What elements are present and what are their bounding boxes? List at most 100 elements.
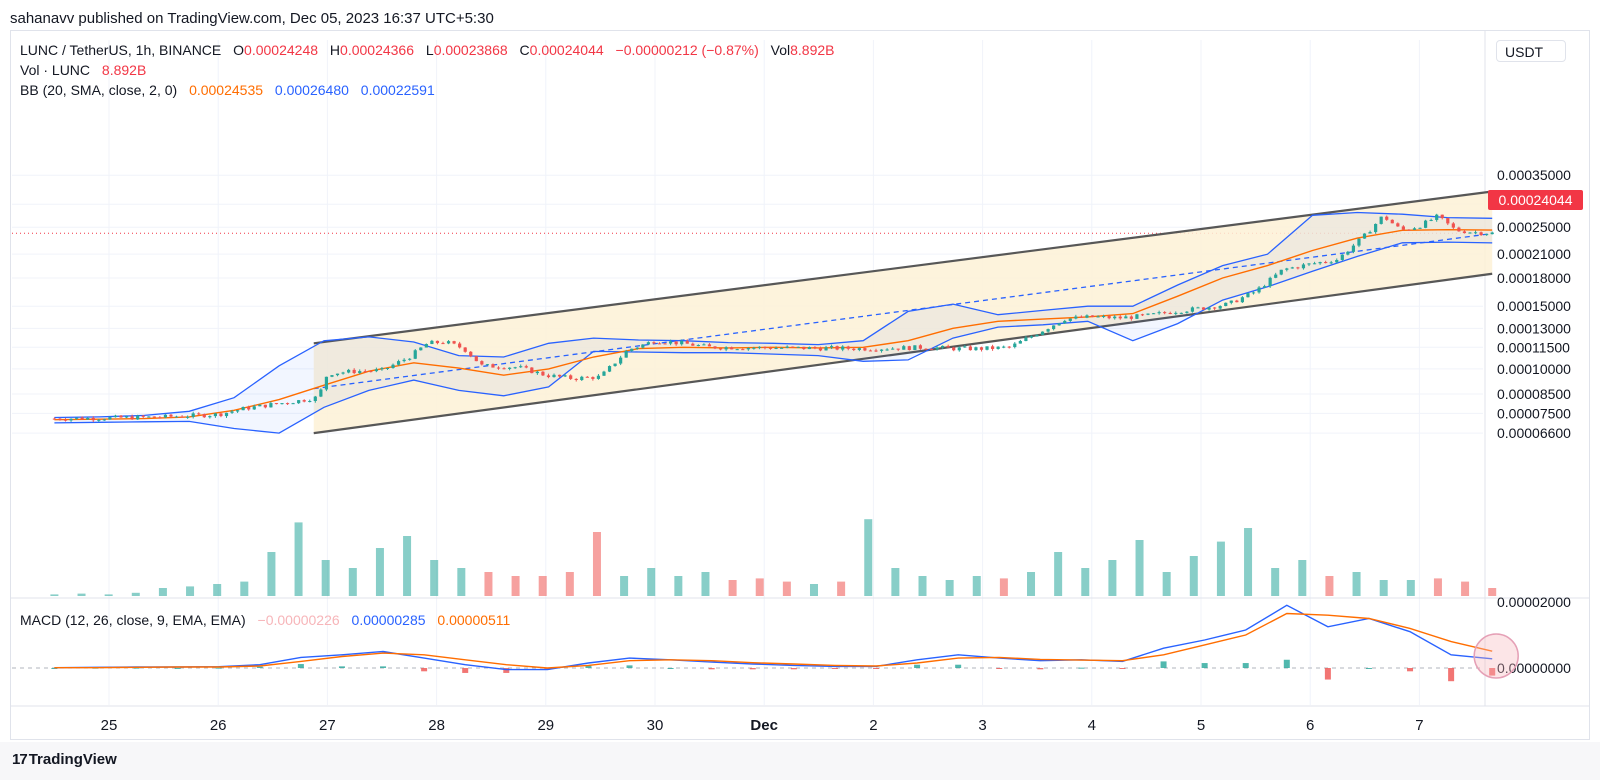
- candle-body: [1013, 343, 1017, 348]
- volume-bar: [620, 576, 629, 596]
- volume-bar: [1054, 552, 1063, 596]
- candle-body: [91, 417, 95, 421]
- candle-body: [1379, 216, 1383, 224]
- macd-hist-bar: [1448, 668, 1455, 682]
- symbol-label[interactable]: LUNC / TetherUS, 1h, BINANCE: [20, 42, 222, 58]
- time-tick-label: 6: [1306, 717, 1314, 734]
- macd-tick-label: 0.00002000: [1497, 594, 1571, 610]
- price-tick-label: 0.00018000: [1497, 270, 1571, 286]
- vol-label: Vol: [770, 42, 791, 58]
- candle-body: [541, 371, 545, 376]
- candle-body: [1074, 316, 1078, 319]
- candle-body: [530, 367, 534, 374]
- candle-body: [1473, 232, 1478, 234]
- candle-body: [902, 346, 906, 350]
- volume-series-label[interactable]: Vol · LUNC: [20, 62, 91, 78]
- candle-body: [474, 356, 478, 362]
- macd-hist-bar: [133, 667, 140, 669]
- candle-body: [1440, 214, 1444, 219]
- candle-body: [508, 367, 512, 369]
- macd-label[interactable]: MACD (12, 26, close, 9, EMA, EMA): [20, 612, 246, 628]
- volume-bar: [674, 576, 683, 596]
- candle-body: [1068, 318, 1072, 321]
- volume-bar: [1108, 560, 1117, 596]
- volume-bar: [1325, 576, 1334, 596]
- candle-body: [369, 371, 373, 373]
- candle-body: [1218, 306, 1222, 309]
- candle-body: [685, 340, 689, 344]
- candle-body: [1135, 314, 1139, 319]
- candle-body: [891, 348, 895, 350]
- time-tick-label: 28: [428, 717, 445, 734]
- candle-body: [1296, 267, 1300, 269]
- volume-bar: [647, 568, 656, 596]
- candle-body: [591, 377, 595, 379]
- candle-body: [624, 350, 628, 358]
- candle-body: [1190, 307, 1195, 312]
- volume-bars: [50, 519, 1497, 596]
- candle-body: [585, 376, 589, 378]
- candle-body: [1290, 267, 1294, 269]
- candle-body: [1002, 346, 1006, 348]
- low-value: 0.00023868: [433, 42, 508, 58]
- candle-body: [347, 369, 351, 373]
- time-tick-label: 29: [537, 717, 554, 734]
- candle-body: [419, 347, 423, 351]
- volume-bar: [809, 584, 818, 596]
- volume-bar: [1461, 581, 1470, 596]
- grid: [10, 30, 1590, 707]
- candle-body: [963, 346, 967, 348]
- candle-body: [907, 346, 911, 350]
- candle-body: [602, 371, 606, 376]
- candle-body: [152, 416, 156, 418]
- candle-body: [613, 363, 617, 367]
- candle-body: [857, 348, 861, 350]
- candle-body: [1057, 323, 1061, 326]
- candle-body: [1035, 334, 1039, 337]
- candle-body: [746, 347, 750, 350]
- candle-body: [319, 389, 323, 397]
- candle-body: [1196, 307, 1200, 309]
- published-caption: sahanavv published on TradingView.com, D…: [10, 10, 494, 27]
- volume-legend: Vol · LUNC 8.892B: [20, 62, 154, 78]
- change-value: −0.00000212 (−0.87%): [615, 42, 759, 58]
- candle-body: [202, 414, 206, 418]
- volume-bar: [1379, 580, 1388, 596]
- candle-body: [108, 417, 112, 420]
- price-tick-label: 0.00035000: [1497, 167, 1571, 183]
- candle-body: [1340, 254, 1344, 260]
- candle-body: [363, 371, 367, 373]
- candle-body: [174, 416, 179, 418]
- macd-hist-bar: [174, 668, 181, 669]
- candle-body: [674, 341, 678, 345]
- candle-body: [219, 413, 223, 417]
- volume-bar: [213, 584, 222, 596]
- volume-bar: [294, 522, 303, 596]
- time-tick-label: 7: [1415, 717, 1423, 734]
- currency-selector[interactable]: USDT: [1496, 40, 1566, 62]
- candle-body: [1307, 263, 1311, 265]
- candle-body: [952, 347, 956, 351]
- macd-hist-bar: [1324, 668, 1331, 680]
- candle-body: [1007, 346, 1011, 348]
- volume-bar: [1433, 578, 1442, 596]
- candle-body: [924, 348, 928, 350]
- bb-label[interactable]: BB (20, SMA, close, 2, 0): [20, 82, 178, 98]
- candle-body: [263, 404, 267, 408]
- candle-body: [1335, 259, 1339, 263]
- candle-body: [1124, 316, 1128, 319]
- tradingview-logo[interactable]: 17 TradingView: [12, 751, 117, 768]
- candle-body: [946, 345, 950, 348]
- candle-body: [941, 345, 945, 348]
- candle-body: [557, 374, 562, 377]
- candle-body: [735, 349, 739, 351]
- candle-body: [818, 348, 823, 351]
- candle-body: [763, 346, 767, 348]
- candle-body: [1163, 312, 1167, 314]
- candle-body: [280, 403, 284, 405]
- brand-label: TradingView: [28, 751, 117, 768]
- candle-body: [230, 411, 234, 413]
- high-value: 0.00024366: [340, 42, 414, 58]
- candle-body: [330, 375, 334, 377]
